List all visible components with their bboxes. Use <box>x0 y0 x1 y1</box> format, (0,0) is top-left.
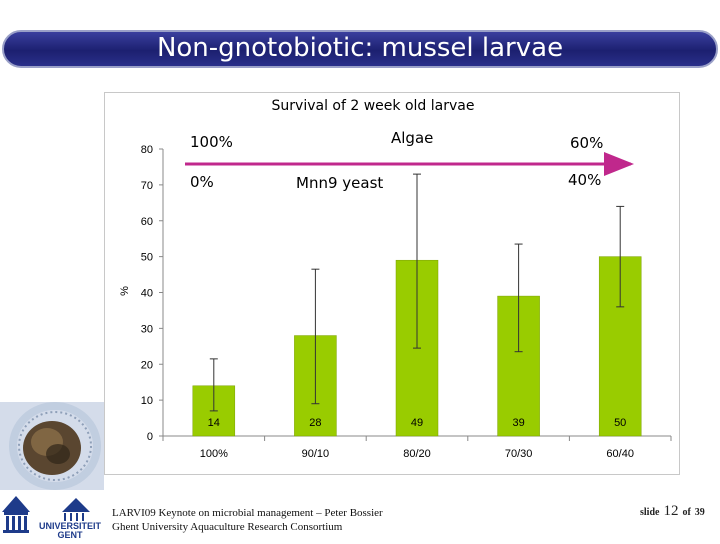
error-bars <box>209 173 625 412</box>
x-tick-label: 70/30 <box>505 448 533 460</box>
chart-panel: Survival of 2 week old larvae 0 10 20 30 40 5… <box>104 92 680 475</box>
value-label: 14 <box>208 417 220 429</box>
y-tick-label: 40 <box>141 288 153 300</box>
larva-image <box>0 402 104 490</box>
x-tick-labels: 100% 90/10 80/20 70/30 60/40 <box>200 448 634 460</box>
annotation-left-top: 100% <box>190 133 233 151</box>
larva-photo <box>0 402 104 490</box>
footer-line-2: Ghent University Aquaculture Research Co… <box>112 521 343 533</box>
y-ticks: 0 10 20 30 40 50 60 70 80 <box>141 144 163 443</box>
annotation-left-bottom: 0% <box>190 173 214 191</box>
chart-title: Survival of 2 week old larvae <box>272 98 475 114</box>
slide-number-total: 39 <box>694 507 705 518</box>
value-label: 39 <box>512 417 524 429</box>
annotation-yeast: Mnn9 yeast <box>296 174 383 192</box>
slide-number-sep: of <box>682 507 691 518</box>
logo-line-2: GENT <box>57 530 83 540</box>
y-tick-label: 0 <box>147 431 153 443</box>
footer-line-1: LARVI09 Keynote on microbial management … <box>112 507 383 519</box>
y-tick-label: 10 <box>141 395 153 407</box>
x-tick-label: 90/10 <box>302 448 330 460</box>
slide-title: Non-gnotobiotic: mussel larvae <box>156 33 564 63</box>
annotation-right-top: 60% <box>570 134 603 152</box>
y-axis-label: % <box>119 286 131 296</box>
logo-line-1: UNIVERSITEIT <box>39 521 102 531</box>
x-tick-label: 60/40 <box>606 448 634 460</box>
value-label: 28 <box>309 417 321 429</box>
slide-number-prefix: slide <box>640 507 660 518</box>
university-logo-image: UNIVERSITEIT GENT <box>2 496 102 540</box>
value-label: 49 <box>411 417 423 429</box>
y-tick-label: 70 <box>141 180 153 192</box>
x-tick-label: 100% <box>200 448 228 460</box>
annotation-algae: Algae <box>391 129 433 147</box>
slide-number: slide 12 of 39 <box>640 502 705 520</box>
y-tick-label: 20 <box>141 359 153 371</box>
y-tick-label: 30 <box>141 323 153 335</box>
survival-chart: Survival of 2 week old larvae 0 10 20 30 40 5… <box>119 98 672 460</box>
y-tick-label: 80 <box>141 144 153 156</box>
x-tick-label: 80/20 <box>403 448 431 460</box>
title-bar <box>2 30 718 68</box>
y-tick-label: 60 <box>141 216 153 228</box>
y-tick-label: 50 <box>141 252 153 264</box>
annotation-right-bottom: 40% <box>568 171 601 189</box>
slide-number-current: 12 <box>663 503 679 519</box>
value-labels: 14 28 49 39 50 <box>208 417 627 429</box>
value-label: 50 <box>614 417 626 429</box>
university-logo: UNIVERSITEIT GENT <box>0 492 104 540</box>
footer-text: LARVI09 Keynote on microbial management … <box>112 506 383 534</box>
